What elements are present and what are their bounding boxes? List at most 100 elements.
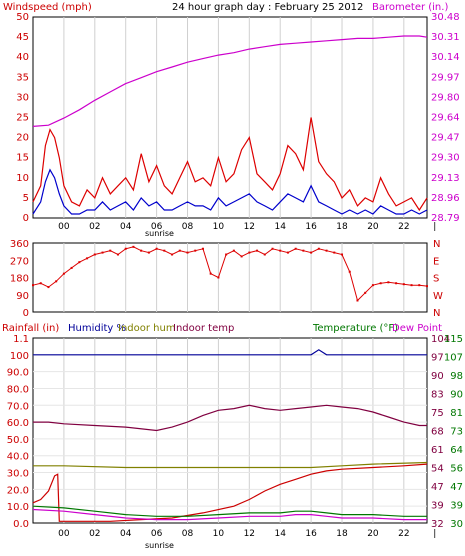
humidity-series-line-2 — [33, 404, 427, 432]
chart-marks: 0 5 10 15 20 25 30 35 40 45 50 28.79 28.96 29.13 29.30… — [7, 12, 463, 539]
direction-y-tick-label: 0 — [23, 308, 29, 319]
direction-panel-frame — [32, 242, 428, 313]
humidity-y-tick-label: 90.0 — [7, 368, 29, 379]
humidity-y-tick-label: 80.0 — [7, 384, 29, 395]
indoor-temp-y-tick-label: 97 — [431, 353, 444, 364]
wind-y-tick-label: 5 — [23, 193, 29, 204]
wind-x-tick-label: 16 — [305, 222, 317, 232]
indoor-hum-label: Indoor hum — [118, 323, 176, 334]
barometer-y-tick-label: 28.79 — [431, 213, 460, 224]
wind-x-tick-label: 20 — [367, 222, 379, 232]
humidity-x-tick-label: 22 — [398, 529, 409, 539]
humidity-x-tick-label: 08 — [182, 529, 194, 539]
barometer-y-tick-label: 29.64 — [431, 113, 460, 124]
graph-title: 24 hour graph day : February 25 2012 — [172, 2, 363, 13]
wind-y-tick-label: 15 — [16, 153, 29, 164]
direction-compass-label: N — [433, 239, 440, 250]
sunrise-label-bottom: sunrise — [145, 541, 174, 550]
humidity-y-tick-label: 10.0 — [7, 502, 29, 513]
indoor-temp-y-tick-label: 104 — [431, 334, 450, 345]
wind-x-tick-label: 14 — [274, 222, 286, 232]
wind-y-tick-label: 45 — [16, 32, 29, 43]
wind-x-tick-label: 12 — [244, 222, 255, 232]
indoor-temp-y-tick-label: 47 — [431, 482, 444, 493]
wind-x-tick-label: 10 — [213, 222, 225, 232]
humidity-series-line-4 — [32, 505, 427, 517]
temperature-y-tick-label: 115 — [444, 334, 463, 345]
direction-compass-label: N — [433, 308, 440, 319]
humidity-y-tick-label: 50.0 — [7, 435, 29, 446]
wind-y-tick-label: 25 — [16, 113, 29, 124]
wind-y-tick-label: 50 — [16, 12, 29, 23]
humidity-y-tick-label: 60.0 — [7, 418, 29, 429]
humidity-series-line-0 — [33, 349, 427, 356]
humidity-x-tick-label: 14 — [274, 529, 286, 539]
temperature-y-tick-label: 56 — [450, 464, 463, 475]
humidity-y-tick-label: 100 — [10, 351, 29, 362]
wind-series-line-0 — [32, 35, 428, 127]
humidity-y-tick-label: 40.0 — [7, 452, 29, 463]
humidity-x-tick-label: 00 — [58, 529, 70, 539]
wind-y-tick-label: 20 — [16, 133, 29, 144]
wind-y-tick-label: 30 — [16, 92, 29, 103]
humidity-x-tick-label: 06 — [151, 529, 163, 539]
humidity-x-tick-label: 10 — [213, 529, 225, 539]
barometer-y-tick-label: 29.97 — [431, 72, 460, 83]
barometer-y-tick-label: 29.80 — [431, 92, 460, 103]
barometer-y-tick-label: 29.47 — [431, 133, 460, 144]
barometer-y-tick-label: 30.31 — [431, 32, 460, 43]
temperature-y-tick-label: 107 — [444, 353, 463, 364]
wind-x-tick-label: 18 — [336, 222, 348, 232]
direction-y-tick-label: 360 — [10, 239, 29, 250]
barometer-y-tick-label: 30.14 — [431, 52, 460, 63]
barometer-y-tick-label: 28.96 — [431, 193, 460, 204]
wind-y-tick-label: 35 — [16, 72, 29, 83]
temperature-y-tick-label: 90 — [450, 390, 463, 401]
indoor-temp-y-tick-label: 75 — [431, 408, 444, 419]
indoor-temp-y-tick-label: 32 — [431, 519, 444, 530]
wind-x-tick-label: | — [433, 222, 436, 232]
humidity-y-tick-label: 0.0 — [13, 519, 29, 530]
barometer-y-tick-label: 30.48 — [431, 12, 460, 23]
wind-y-tick-label: 10 — [16, 173, 29, 184]
wind-x-tick-label: 02 — [89, 222, 100, 232]
indoor-temp-y-tick-label: 68 — [431, 427, 444, 438]
direction-compass-label: S — [433, 274, 439, 285]
humidity-y-tick-label: 1.1 — [13, 334, 29, 345]
humidity-x-tick-label: 18 — [336, 529, 348, 539]
humidity-x-tick-label: | — [433, 529, 436, 539]
wind-x-tick-label: 08 — [182, 222, 194, 232]
direction-compass-label: W — [433, 291, 443, 302]
indoor-temp-y-tick-label: 39 — [431, 501, 444, 512]
direction-y-tick-label: 90 — [16, 291, 29, 302]
humidity-series-line-5 — [32, 508, 427, 521]
humidity-label: Humidity % — [68, 323, 126, 334]
temperature-y-tick-label: 30 — [450, 519, 463, 530]
indoor-temp-y-tick-label: 61 — [431, 445, 444, 456]
humidity-y-tick-label: 20.0 — [7, 485, 29, 496]
wind-y-tick-label: 0 — [23, 213, 29, 224]
humidity-x-tick-label: 12 — [244, 529, 255, 539]
temperature-y-tick-label: 47 — [450, 482, 463, 493]
humidity-x-tick-label: 04 — [120, 529, 132, 539]
temperature-y-tick-label: 98 — [450, 371, 463, 382]
direction-y-tick-label: 270 — [10, 256, 29, 267]
barometer-y-tick-label: 29.13 — [431, 173, 460, 184]
humidity-series-line-1 — [33, 461, 428, 469]
temperature-y-tick-label: 81 — [450, 408, 463, 419]
humidity-y-tick-label: 70.0 — [7, 401, 29, 412]
wind-x-tick-label: 06 — [151, 222, 163, 232]
indoor-temp-y-tick-label: 90 — [431, 371, 444, 382]
humidity-x-tick-label: 02 — [89, 529, 100, 539]
wind-x-tick-label: 22 — [398, 222, 409, 232]
wind-x-tick-label: 00 — [58, 222, 70, 232]
humidity-panel-frame — [32, 337, 428, 524]
wind-series-line-1 — [32, 117, 428, 212]
indoor-temp-y-tick-label: 83 — [431, 390, 444, 401]
humidity-series-line-3 — [32, 463, 428, 522]
barometer-y-tick-label: 29.30 — [431, 153, 460, 164]
windspeed-axis-label: Windspeed (mph) — [3, 2, 92, 13]
direction-y-tick-label: 180 — [10, 274, 29, 285]
indoor-temp-label: Indoor temp — [173, 323, 234, 334]
temperature-label: Temperature (°F) — [312, 323, 398, 334]
